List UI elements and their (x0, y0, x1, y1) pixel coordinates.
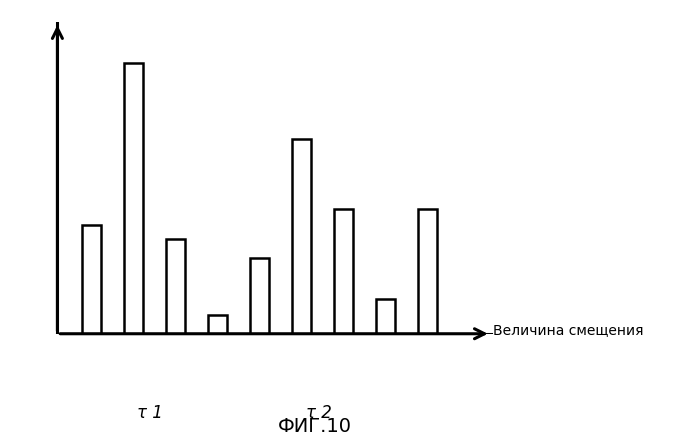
Text: Величина смещения: Величина смещения (493, 323, 643, 337)
Bar (334, 209, 353, 334)
Bar (376, 299, 395, 334)
Bar (292, 139, 311, 334)
Text: ФИГ.10: ФИГ.10 (278, 417, 352, 436)
Text: τ 1: τ 1 (137, 404, 163, 422)
Bar (166, 239, 185, 334)
Bar (250, 258, 269, 334)
Bar (208, 315, 226, 334)
Bar (124, 63, 143, 334)
Text: τ 2: τ 2 (305, 404, 331, 422)
Bar (82, 226, 101, 334)
Bar (418, 209, 437, 334)
